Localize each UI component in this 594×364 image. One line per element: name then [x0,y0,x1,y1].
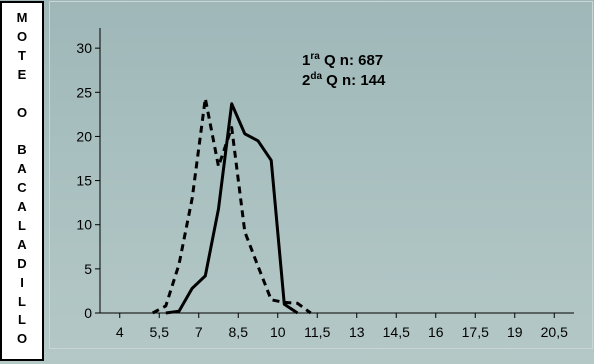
x-tick-label: 11,5 [304,324,330,340]
plot-frame [49,1,593,349]
series-line-dashed [151,97,312,315]
x-tick-label: 5,5 [150,324,170,340]
y-tick-label: 20 [76,128,92,144]
side-label-letter: E [17,66,27,82]
side-label-letter: L [18,312,26,328]
side-label-letter: C [17,180,27,196]
side-label-letter: A [17,199,27,214]
x-tick-label: 8,5 [229,324,249,340]
side-label-letter: A [17,236,27,252]
x-tick-label: 17,5 [462,324,489,340]
x-tick-label: 20,5 [541,324,568,340]
y-tick-label: 0 [84,305,92,321]
x-tick-label: 7 [195,324,203,340]
y-tick-label: 30 [76,40,92,56]
y-tick-label: 15 [76,173,92,189]
x-tick-label: 16 [428,324,444,340]
series-line-solid [165,102,299,315]
x-tick-label: 4 [116,324,124,340]
side-label-letter: A [17,161,27,177]
side-label-letter: I [20,274,24,290]
x-tick-label: 13 [349,324,365,340]
side-label-letter: O [16,331,28,347]
annotation-line-1: 1ra Q n: 687 [302,51,383,69]
side-label-letter: L [18,293,26,309]
side-label-letter: O [16,104,28,120]
x-tick-label: 10 [270,324,286,340]
y-tick-label: 25 [76,84,92,100]
y-tick-label: 5 [84,261,92,277]
side-label-letter: L [18,217,26,233]
side-label-letter: D [17,255,27,271]
annotation-line-2: 2da Q n: 144 [302,71,386,89]
side-label-letter: M [16,10,28,25]
x-tick-label: 19 [507,324,523,340]
side-label-letter: O [16,28,28,44]
side-label-letter: T [18,47,26,63]
y-tick-label: 10 [76,217,92,233]
side-label-letter: B [17,142,27,158]
x-tick-label: 14,5 [383,324,410,340]
